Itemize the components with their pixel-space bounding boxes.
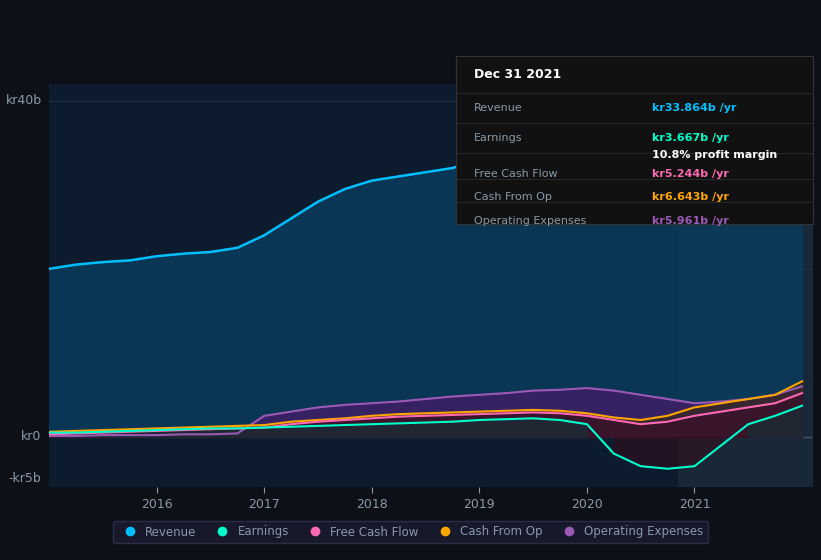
Text: 10.8% profit margin: 10.8% profit margin [652, 150, 777, 160]
Text: -kr5b: -kr5b [9, 472, 42, 486]
Legend: Revenue, Earnings, Free Cash Flow, Cash From Op, Operating Expenses: Revenue, Earnings, Free Cash Flow, Cash … [113, 521, 708, 543]
Text: kr40b: kr40b [6, 94, 42, 108]
Text: Revenue: Revenue [474, 103, 522, 113]
Text: Dec 31 2021: Dec 31 2021 [474, 68, 561, 81]
Text: Free Cash Flow: Free Cash Flow [474, 169, 557, 179]
Text: kr5.244b /yr: kr5.244b /yr [652, 169, 729, 179]
Text: Cash From Op: Cash From Op [474, 192, 552, 202]
Text: kr5.961b /yr: kr5.961b /yr [652, 216, 729, 226]
Text: kr33.864b /yr: kr33.864b /yr [652, 103, 736, 113]
Text: kr6.643b /yr: kr6.643b /yr [652, 192, 729, 202]
Text: Earnings: Earnings [474, 133, 522, 143]
Text: kr0: kr0 [21, 430, 42, 444]
Text: kr3.667b /yr: kr3.667b /yr [652, 133, 729, 143]
Bar [678, 84, 813, 487]
Text: Operating Expenses: Operating Expenses [474, 216, 586, 226]
